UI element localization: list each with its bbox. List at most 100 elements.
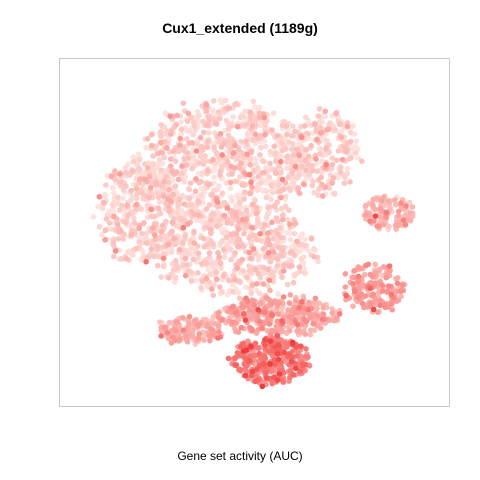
data-point [239,304,246,310]
data-point [262,309,268,315]
data-point [221,199,228,206]
data-point [312,295,319,302]
data-point [287,292,294,298]
data-point [409,204,416,210]
data-point [90,214,97,220]
data-point [406,199,413,206]
data-point [252,160,259,167]
data-point [329,306,336,312]
data-point [336,311,343,317]
data-point [158,274,164,280]
data-point [253,287,259,293]
data-point [139,190,146,196]
data-point [297,268,303,275]
data-point [182,272,189,279]
data-point [165,335,172,342]
data-point [173,274,179,281]
data-point [234,123,241,130]
data-point [217,284,223,290]
data-point [170,334,176,340]
data-point [292,365,299,372]
data-point [298,144,305,150]
data-point [278,170,284,176]
data-point [305,306,312,313]
data-point [254,237,260,243]
data-point [210,241,216,247]
data-point [213,276,220,282]
data-point [130,252,136,258]
data-point [232,142,238,149]
data-point [301,266,308,272]
data-point [255,257,262,263]
data-point [247,156,253,162]
data-point [217,172,223,178]
data-point [344,165,351,172]
data-point [110,239,117,246]
data-point [303,146,309,153]
data-point [322,113,329,120]
data-point [171,235,177,241]
x-axis-label: Gene set activity (AUC) [177,449,303,463]
data-point [147,184,154,191]
data-point [284,281,291,288]
data-point [186,321,192,328]
data-point [277,225,283,231]
data-point [335,148,342,154]
data-point [169,228,175,234]
data-point [110,185,116,191]
data-point [213,269,220,276]
data-point [290,180,297,187]
data-point [99,232,105,238]
data-point [279,318,285,324]
data-point [155,194,162,200]
data-point [137,176,143,182]
data-point [153,179,159,186]
data-point [396,222,402,228]
data-point [261,361,267,367]
data-point [244,274,250,281]
data-point [286,351,292,357]
data-point [159,161,166,167]
data-point [365,261,372,268]
data-point [165,204,172,210]
data-point [161,178,167,185]
data-point [206,250,213,256]
data-point [407,210,413,216]
data-point [210,156,216,163]
data-point [168,249,175,255]
data-point [176,246,183,253]
data-point [213,160,219,167]
data-point [152,236,158,242]
data-point [379,288,386,294]
data-point [106,220,113,226]
data-point [264,328,271,334]
data-point [370,306,377,313]
data-point [190,153,197,160]
data-point [216,138,223,145]
data-point [270,249,277,256]
data-point [246,314,253,321]
data-point [269,367,276,373]
data-point [177,142,183,149]
data-point [281,262,287,269]
data-point [166,186,173,193]
data-point [112,168,118,174]
data-point [262,337,268,343]
data-point [276,371,283,377]
data-point [323,145,330,151]
data-point [276,342,282,349]
data-point [278,253,285,259]
data-point [200,199,206,206]
data-point [229,198,235,204]
data-point [169,169,175,175]
data-point [342,144,349,150]
data-point [215,249,221,256]
data-point [233,362,240,368]
data-point [347,179,353,185]
data-point [350,303,356,310]
data-point [230,150,237,156]
data-point [149,225,156,231]
data-point [298,256,305,262]
data-point [394,280,401,287]
data-point [349,145,356,151]
